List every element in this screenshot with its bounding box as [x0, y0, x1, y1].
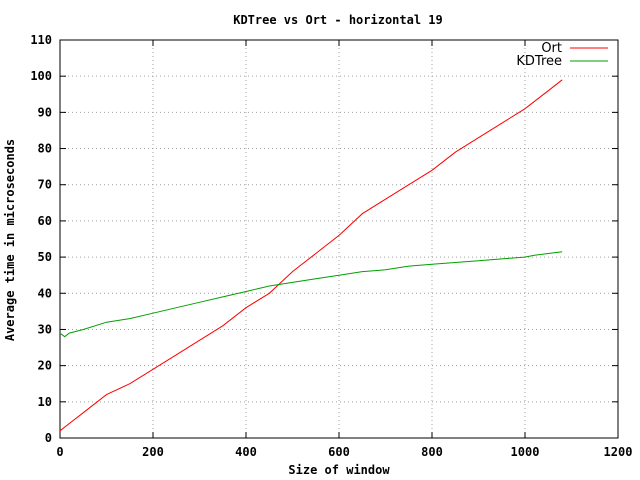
- x-tick-label: 200: [142, 445, 164, 459]
- y-tick-label: 100: [30, 69, 52, 83]
- y-tick-label: 60: [38, 214, 52, 228]
- y-tick-label: 80: [38, 142, 52, 156]
- y-axis-label: Average time in microseconds: [3, 139, 17, 341]
- y-tick-label: 70: [38, 178, 52, 192]
- chart-title: KDTree vs Ort - horizontal 19: [233, 13, 443, 27]
- y-tick-label: 20: [38, 359, 52, 373]
- x-tick-label: 0: [56, 445, 63, 459]
- x-tick-label: 800: [421, 445, 443, 459]
- legend-label-ort: Ort: [541, 41, 562, 56]
- x-axis-label: Size of window: [288, 463, 390, 477]
- y-tick-label: 30: [38, 322, 52, 336]
- series-line-ort: [59, 79, 563, 432]
- series-line-kdtree: [59, 251, 563, 338]
- y-axis-ticks: 0 10 20 30 40 50 60 70 80 90 100 110: [30, 33, 618, 445]
- x-tick-label: 1200: [604, 445, 633, 459]
- y-tick-label: 40: [38, 286, 52, 300]
- y-tick-label: 0: [45, 431, 52, 445]
- x-axis-ticks: 0 200 400 600 800 1000 1200: [56, 40, 632, 459]
- x-tick-label: 400: [235, 445, 257, 459]
- x-tick-label: 1000: [511, 445, 540, 459]
- grid-lines: [60, 40, 618, 438]
- legend-label-kdtree: KDTree: [516, 54, 562, 69]
- y-tick-label: 10: [38, 395, 52, 409]
- series-lines: [59, 79, 563, 432]
- x-tick-label: 600: [328, 445, 350, 459]
- plot-frame: [59, 39, 619, 439]
- y-tick-label: 90: [38, 105, 52, 119]
- y-tick-label: 110: [30, 33, 52, 47]
- y-tick-label: 50: [38, 250, 52, 264]
